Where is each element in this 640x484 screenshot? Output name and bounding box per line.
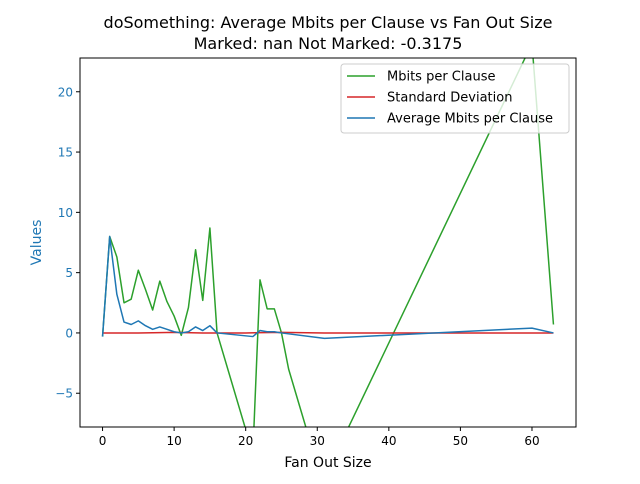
y-tick-label: 5 [65, 266, 73, 280]
legend-label-3: Average Mbits per Clause [387, 112, 553, 127]
legend-box [340, 63, 570, 134]
legend: Mbits per Clause Standard Deviation Averag… [340, 63, 570, 134]
x-tick-label: 60 [524, 434, 539, 448]
series-line-1 [101, 58, 555, 427]
series-line-3 [101, 235, 554, 340]
y-tick-label: 20 [58, 85, 73, 99]
y-tick-label: −5 [55, 387, 73, 401]
x-tick-label: 40 [381, 434, 396, 448]
x-tick-label: 10 [166, 434, 181, 448]
y-tick-label: 10 [58, 206, 73, 220]
x-axis-label: Fan Out Size [284, 455, 371, 471]
y-tick-label: 15 [58, 146, 73, 160]
y-axis-label: Values [29, 220, 45, 266]
legend-label-1: Mbits per Clause [387, 70, 495, 85]
legend-label-2: Standard Deviation [387, 91, 512, 106]
chart-title: doSomething: Average Mbits per Clause vs… [104, 13, 553, 32]
x-tick-label: 30 [310, 434, 325, 448]
plot-frame [79, 57, 577, 428]
chart-subtitle: Marked: nan Not Marked: -0.3175 [194, 34, 463, 53]
x-tick-label: 20 [238, 434, 253, 448]
y-tick-label: 0 [65, 326, 73, 340]
x-tick-label: 50 [453, 434, 468, 448]
x-axis-ticks: 0 10 20 30 40 50 60 [99, 427, 540, 448]
series-line-2 [102, 331, 554, 334]
x-tick-label: 0 [99, 434, 107, 448]
series-layer [101, 58, 555, 427]
y-axis-ticks: −5 0 5 10 15 20 [55, 85, 80, 401]
